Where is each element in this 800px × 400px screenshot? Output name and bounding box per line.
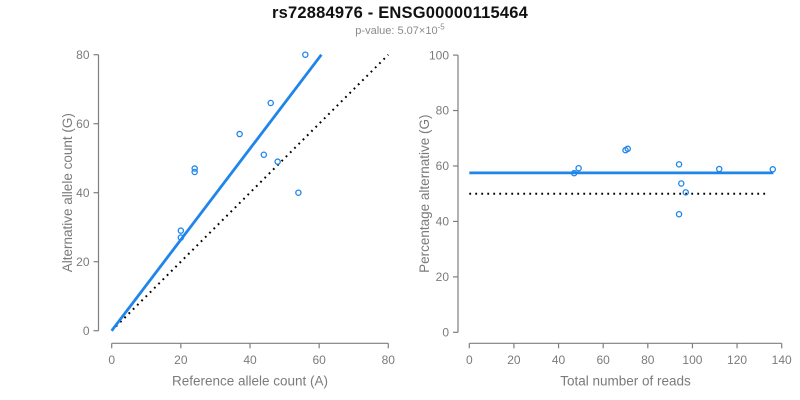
- data-point: [575, 164, 582, 172]
- y-tick-label: 40: [76, 186, 90, 200]
- data-point: [267, 99, 274, 107]
- x-axis-title: Reference allele count (A): [172, 374, 328, 389]
- data-point: [624, 145, 631, 153]
- y-tick-label: 0: [83, 324, 90, 338]
- data-point: [715, 165, 723, 173]
- y-tick-label: 20: [76, 255, 90, 269]
- x-tick-label: 80: [641, 353, 655, 367]
- data-point: [236, 130, 243, 138]
- data-point: [570, 169, 578, 177]
- data-point: [302, 51, 309, 58]
- data-point: [769, 166, 777, 173]
- figure-title: rs72884976 - ENSG00000115464: [271, 4, 529, 22]
- x-axis-title: Total number of reads: [560, 374, 691, 389]
- y-tick-label: 100: [429, 48, 449, 62]
- data-point: [274, 158, 281, 165]
- y-tick-label: 60: [436, 159, 450, 173]
- x-tick-label: 60: [312, 353, 326, 367]
- y-tick-label: 20: [436, 270, 450, 284]
- data-point: [678, 180, 685, 187]
- data-point: [675, 161, 683, 168]
- data-point: [177, 227, 185, 234]
- data-point: [177, 234, 185, 241]
- y-axis-title: Alternative allele count (G): [60, 113, 75, 272]
- x-tick-label: 20: [507, 353, 521, 367]
- fit-line: [110, 53, 323, 332]
- x-tick-label: 40: [243, 353, 257, 367]
- identity-line: [110, 53, 390, 332]
- y-tick-label: 80: [76, 48, 90, 62]
- pvalue-label: p-value: 5.07×10: [355, 25, 438, 37]
- data-point: [295, 189, 302, 196]
- x-tick-label: 60: [597, 353, 611, 367]
- y-axis-title: Percentage alternative (G): [417, 115, 432, 273]
- x-tick-label: 120: [727, 353, 747, 367]
- data-point: [260, 151, 268, 158]
- data-point: [191, 168, 198, 176]
- x-tick-label: 140: [772, 353, 792, 367]
- data-point: [682, 189, 689, 196]
- y-tick-label: 60: [76, 117, 90, 131]
- y-tick-label: 80: [436, 104, 450, 118]
- y-tick-label: 40: [436, 215, 450, 229]
- figure-subtitle: p-value: 5.07×10-5: [0, 22, 800, 37]
- data-point: [675, 210, 683, 218]
- x-tick-label: 80: [382, 353, 396, 367]
- pvalue-exponent: -5: [437, 22, 445, 32]
- x-tick-label: 0: [108, 353, 115, 367]
- x-tick-label: 0: [466, 353, 473, 367]
- x-tick-label: 40: [552, 353, 566, 367]
- x-tick-label: 20: [174, 353, 188, 367]
- data-point: [191, 165, 198, 172]
- y-tick-label: 0: [442, 326, 449, 340]
- x-tick-label: 100: [682, 353, 702, 367]
